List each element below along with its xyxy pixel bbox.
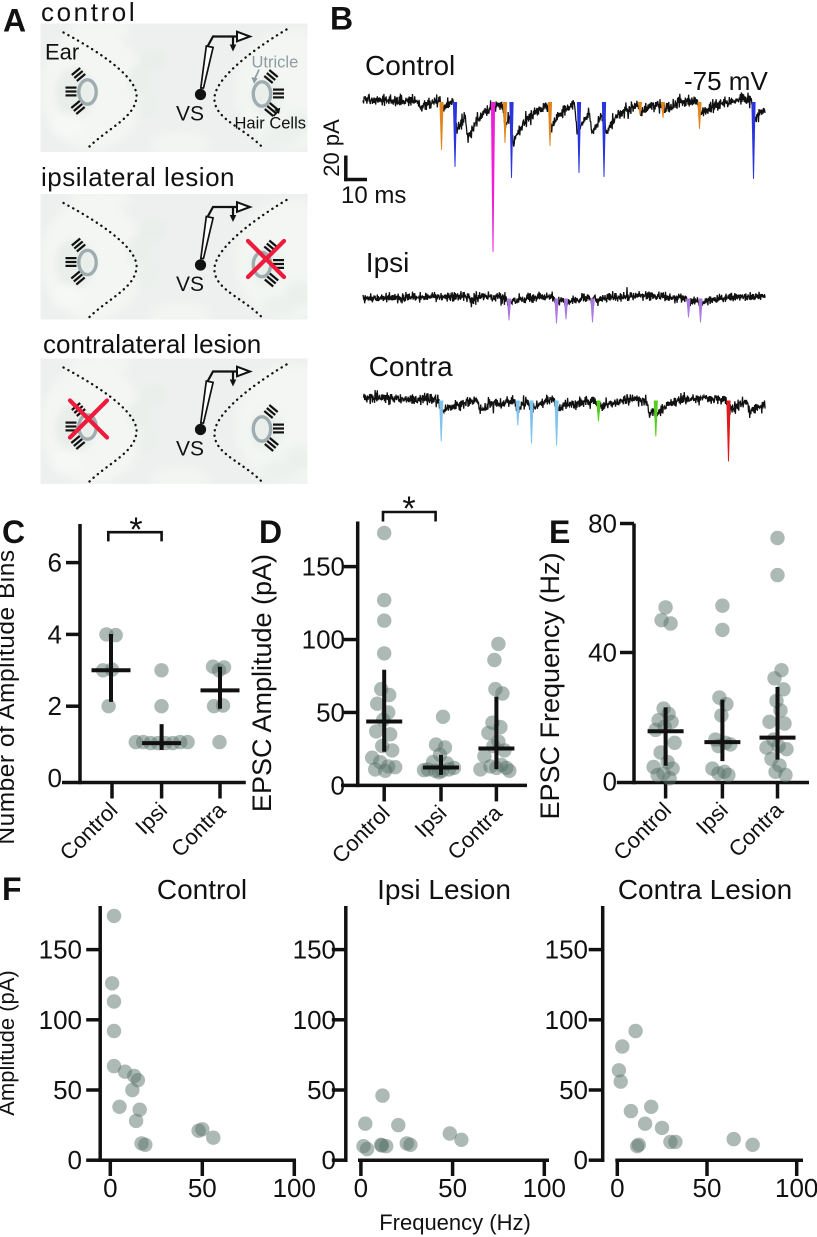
svg-text:Amplitude (pA): Amplitude (pA) <box>0 970 19 1116</box>
svg-text:VS: VS <box>176 103 204 126</box>
svg-text:100: 100 <box>273 1173 316 1203</box>
svg-text:80: 80 <box>588 509 617 539</box>
svg-text:contralateral lesion: contralateral lesion <box>43 329 261 359</box>
svg-text:150: 150 <box>545 935 588 965</box>
svg-text:-75 mV: -75 mV <box>684 66 768 96</box>
svg-text:B: B <box>330 1 353 37</box>
svg-text:10 ms: 10 ms <box>341 182 406 209</box>
svg-text:100: 100 <box>302 625 345 655</box>
svg-text:VS: VS <box>176 273 204 296</box>
svg-text:Ipsi Lesion: Ipsi Lesion <box>377 874 511 905</box>
svg-text:EPSC Frequency (Hz): EPSC Frequency (Hz) <box>535 552 565 819</box>
svg-text:Number of Amplitude Bins: Number of Amplitude Bins <box>0 549 20 844</box>
svg-text:control: control <box>41 0 137 27</box>
svg-text:50: 50 <box>438 1173 467 1203</box>
svg-text:50: 50 <box>307 1075 336 1105</box>
svg-text:Hair Cells: Hair Cells <box>235 115 307 133</box>
svg-text:Ear: Ear <box>45 40 79 65</box>
svg-text:A: A <box>3 3 26 39</box>
svg-text:0: 0 <box>610 1173 624 1203</box>
svg-text:6: 6 <box>48 548 62 578</box>
svg-text:2: 2 <box>48 691 62 721</box>
svg-text:0: 0 <box>322 1145 336 1175</box>
svg-text:0: 0 <box>331 770 345 800</box>
svg-text:150: 150 <box>39 935 82 965</box>
svg-text:EPSC Amplitude (pA): EPSC Amplitude (pA) <box>247 554 277 812</box>
svg-text:50: 50 <box>693 1173 722 1203</box>
svg-text:Control: Control <box>365 50 455 81</box>
svg-text:50: 50 <box>559 1075 588 1105</box>
svg-text:ipsilateral lesion: ipsilateral lesion <box>41 162 235 192</box>
svg-text:C: C <box>2 514 25 550</box>
svg-text:50: 50 <box>188 1173 217 1203</box>
svg-text:20 pA: 20 pA <box>319 119 344 177</box>
svg-text:0: 0 <box>68 1145 82 1175</box>
svg-text:0: 0 <box>603 767 617 797</box>
svg-text:0: 0 <box>354 1173 368 1203</box>
svg-text:Utricle: Utricle <box>252 54 299 72</box>
svg-text:Contra Lesion: Contra Lesion <box>618 874 792 905</box>
svg-text:D: D <box>259 514 282 550</box>
svg-text:40: 40 <box>588 638 617 668</box>
svg-text:50: 50 <box>53 1075 82 1105</box>
svg-text:VS: VS <box>176 438 204 461</box>
svg-text:F: F <box>2 871 22 907</box>
svg-text:0: 0 <box>48 763 62 793</box>
svg-text:Ipsi: Ipsi <box>366 247 410 278</box>
svg-text:150: 150 <box>302 552 345 582</box>
svg-text:100: 100 <box>545 1005 588 1035</box>
svg-text:150: 150 <box>293 935 336 965</box>
svg-text:*: * <box>402 490 415 528</box>
svg-text:0: 0 <box>103 1173 117 1203</box>
svg-text:100: 100 <box>775 1173 817 1203</box>
svg-text:100: 100 <box>293 1005 336 1035</box>
svg-text:E: E <box>549 514 570 550</box>
svg-text:100: 100 <box>39 1005 82 1035</box>
svg-text:Control: Control <box>157 874 247 905</box>
svg-text:*: * <box>129 511 142 549</box>
svg-text:Contra: Contra <box>369 351 453 382</box>
svg-text:4: 4 <box>48 619 62 649</box>
svg-text:100: 100 <box>523 1173 566 1203</box>
svg-text:0: 0 <box>574 1145 588 1175</box>
svg-text:50: 50 <box>316 697 345 727</box>
svg-text:Frequency (Hz): Frequency (Hz) <box>379 1210 531 1235</box>
